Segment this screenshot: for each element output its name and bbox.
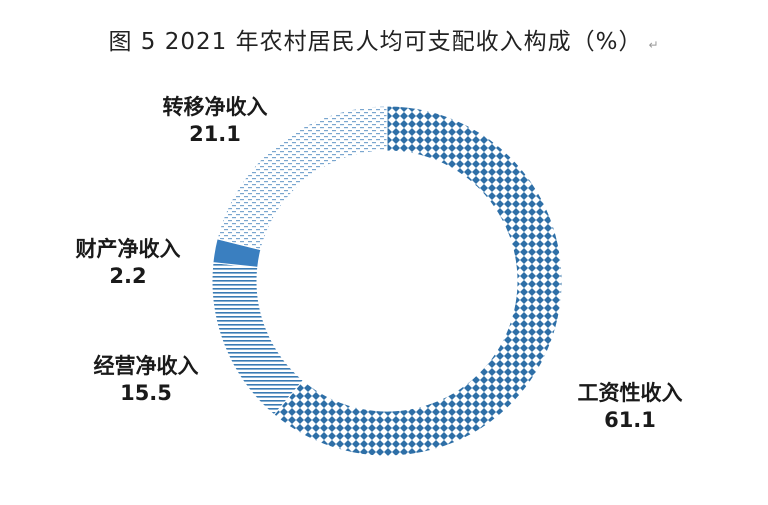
- label-property-value: 2.2: [109, 264, 147, 288]
- label-operating-value: 15.5: [120, 381, 172, 405]
- label-transfer-value: 21.1: [189, 122, 241, 146]
- label-operating: 经营净收入 15.5: [76, 353, 216, 407]
- label-wage: 工资性收入 61.1: [555, 380, 705, 434]
- label-wage-value: 61.1: [604, 408, 656, 432]
- paragraph-mark-icon: ↵: [648, 38, 660, 52]
- label-property-name: 财产净收入: [75, 237, 181, 261]
- label-operating-name: 经营净收入: [93, 354, 199, 378]
- label-wage-name: 工资性收入: [577, 381, 683, 405]
- title-text: 图 5 2021 年农村居民人均可支配收入构成（%）: [108, 29, 643, 55]
- label-transfer: 转移净收入 21.1: [150, 94, 280, 148]
- slice-wage: [273, 105, 563, 457]
- chart-title: 图 5 2021 年农村居民人均可支配收入构成（%） ↵: [0, 22, 768, 56]
- slice-transfer: [216, 105, 388, 251]
- slice-operating: [211, 262, 304, 416]
- slices-group: [211, 105, 563, 457]
- label-property: 财产净收入 2.2: [58, 236, 198, 290]
- label-transfer-name: 转移净收入: [162, 95, 268, 119]
